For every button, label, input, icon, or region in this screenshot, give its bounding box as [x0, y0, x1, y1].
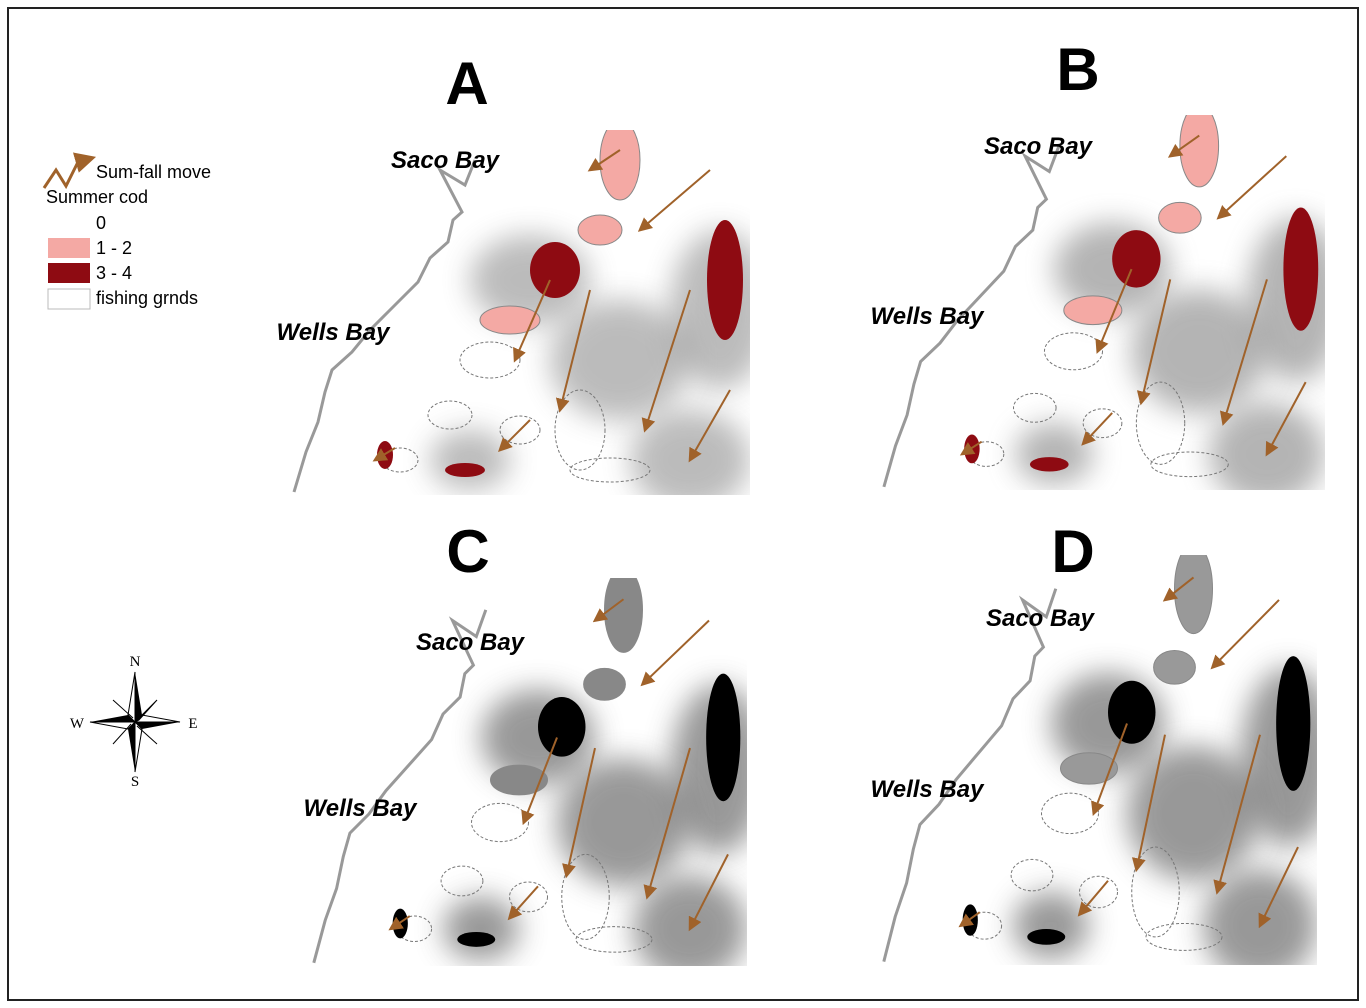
cod-high: [1027, 929, 1065, 945]
panels: A Saco Bay Wells Bay B Saco Bay Wells Bay C Sac…: [277, 36, 1345, 982]
map-area: [314, 567, 766, 982]
legend-arrow: [44, 158, 92, 188]
density-halo: [550, 300, 690, 420]
fishing-ground: [441, 866, 483, 896]
fishing-ground: [1011, 859, 1053, 890]
cod-low: [1061, 753, 1118, 784]
legend-swatch: [48, 263, 90, 283]
cod-high: [1030, 457, 1069, 471]
map-panel: [884, 544, 1336, 982]
cod-high: [538, 697, 586, 757]
movement-arrow: [1083, 413, 1112, 444]
movement-arrow: [510, 886, 539, 918]
legend: Sum-fall move Summer cod 0 1 - 2 3 - 4 f…: [44, 158, 211, 309]
cod-high: [530, 242, 580, 298]
cod-high: [457, 932, 495, 947]
movement-arrow: [640, 170, 710, 230]
compass-s: S: [131, 774, 139, 790]
fishing-ground: [460, 342, 520, 378]
density-halo: [1013, 892, 1089, 959]
panel-label: B: [1056, 36, 1099, 103]
legend-move: Sum-fall move: [96, 162, 211, 182]
legend-label: 0: [96, 213, 106, 233]
figure: Sum-fall move Summer cod 0 1 - 2 3 - 4 f…: [0, 0, 1366, 1008]
cod-high: [1112, 230, 1160, 288]
map-area: [884, 544, 1336, 982]
cod-high: [706, 674, 740, 802]
cod-high: [707, 220, 743, 340]
place-label: Saco Bay: [984, 133, 1094, 160]
place-label: Wells Bay: [277, 319, 392, 346]
compass-n: N: [130, 654, 141, 670]
place-label: Saco Bay: [391, 147, 501, 174]
place-label: Wells Bay: [871, 776, 986, 803]
cod-high: [1283, 207, 1318, 330]
map-panel: [294, 120, 770, 510]
density-halo: [443, 897, 519, 961]
fishing-ground: [1014, 393, 1057, 422]
place-label: Saco Bay: [416, 629, 526, 656]
cod-low: [1159, 202, 1202, 233]
movement-arrow: [1213, 600, 1280, 667]
compass-e: E: [188, 716, 197, 732]
fishing-ground: [1044, 333, 1102, 370]
map-panel: [314, 567, 766, 982]
cod-high: [1108, 681, 1156, 744]
legend-label: fishing grnds: [96, 288, 198, 308]
movement-arrow: [500, 420, 530, 450]
cod-low: [578, 215, 622, 245]
movement-arrow: [1219, 156, 1287, 218]
density-halo: [1127, 746, 1260, 881]
compass-w: W: [70, 716, 85, 732]
cod-low: [491, 765, 548, 795]
legend-label: 3 - 4: [96, 263, 132, 283]
density-halo: [430, 430, 510, 490]
cod-low: [584, 668, 626, 700]
cod-low: [1064, 296, 1122, 325]
fishing-ground: [428, 401, 472, 429]
panel-label: C: [446, 518, 489, 585]
movement-arrow: [1080, 881, 1109, 915]
fishing-ground: [1042, 793, 1099, 833]
compass: N S W E: [70, 654, 198, 790]
legend-swatch: [48, 289, 90, 309]
cod-high: [445, 463, 485, 477]
panel-label: A: [445, 50, 488, 117]
place-label: Wells Bay: [871, 303, 986, 330]
movement-arrow: [643, 621, 710, 685]
density-halo: [1132, 290, 1267, 413]
fishing-ground: [472, 803, 529, 841]
density-halo: [1015, 423, 1092, 485]
cod-high: [1276, 656, 1310, 791]
legend-title: Summer cod: [46, 187, 148, 207]
map-area: [294, 120, 770, 510]
cod-low: [480, 306, 540, 334]
density-halo: [557, 759, 690, 887]
panel-label: D: [1051, 518, 1094, 585]
place-label: Wells Bay: [304, 795, 419, 822]
legend-label: 1 - 2: [96, 238, 132, 258]
place-label: Saco Bay: [986, 605, 1096, 632]
cod-low: [1154, 650, 1196, 684]
legend-swatch: [48, 238, 90, 258]
